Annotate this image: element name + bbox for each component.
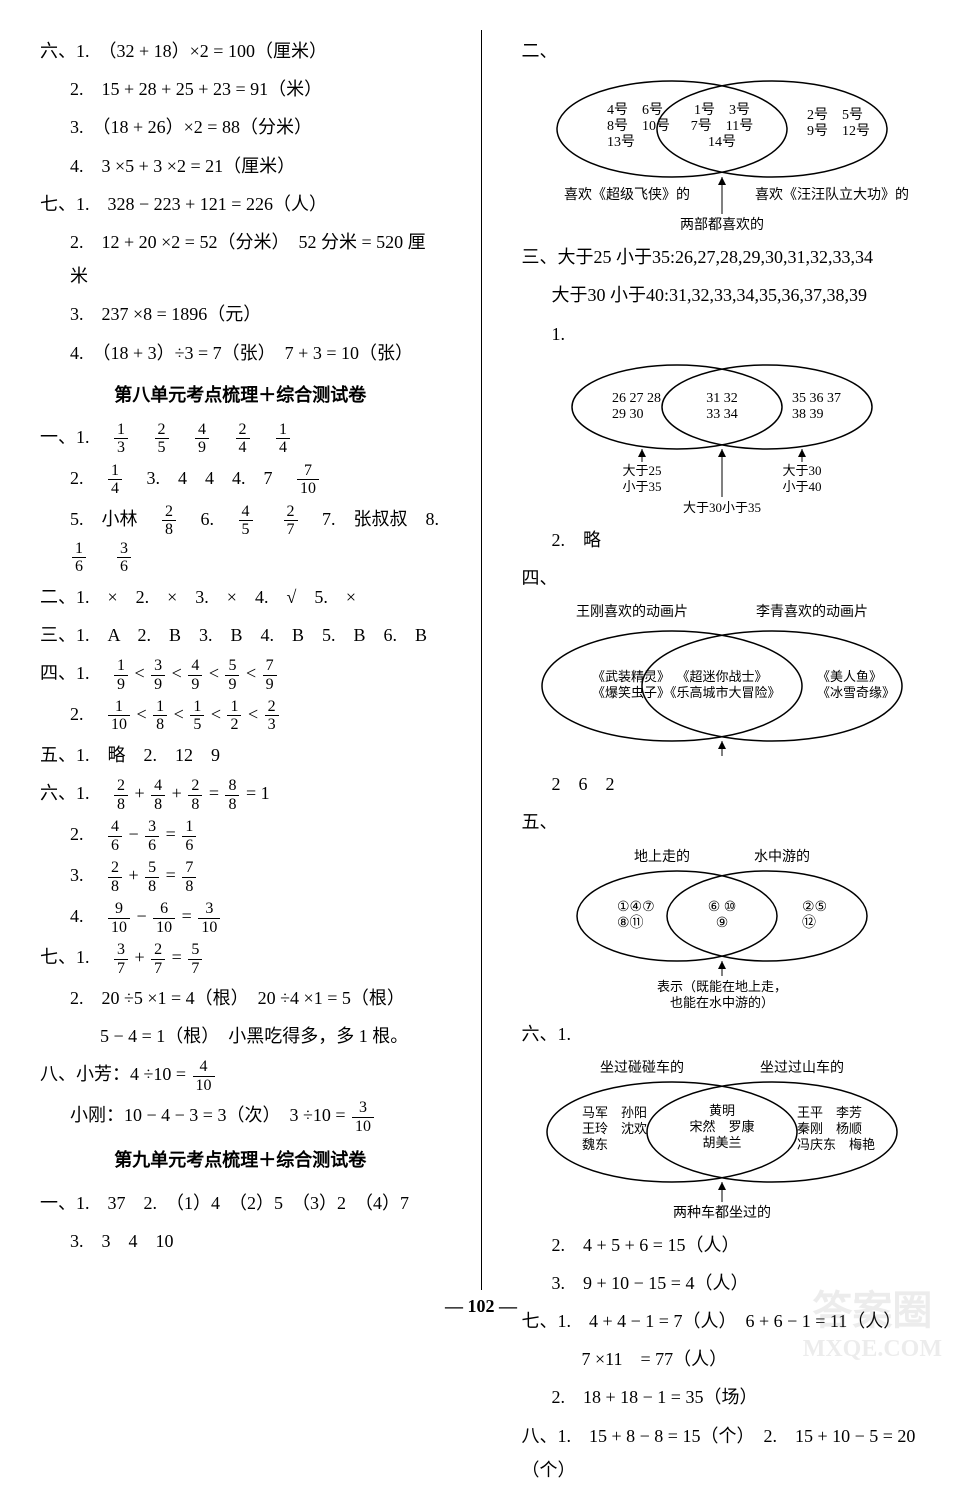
svg-text:两种车都坐过的: 两种车都坐过的 <box>673 1204 771 1221</box>
svg-text:《武装精灵》《爆笑虫子》: 《武装精灵》《爆笑虫子》 <box>592 669 670 700</box>
three8: 三、1. A 2. B 3. B 4. B 5. B 6. B <box>40 618 441 652</box>
six-2: 2. 15 + 28 + 25 + 23 = 91（米） <box>40 72 441 106</box>
six-1: 六、1. （32 + 18）×2 = 100（厘米） <box>40 34 441 68</box>
six8-2: 2. 46 − 36 = 16 <box>40 817 441 854</box>
seven-4: 4. （18 + 3）÷3 = 7（张） 7 + 3 = 10（张） <box>40 336 441 370</box>
eight8-1: 八、小芳：4 ÷10 = 410 <box>40 1057 441 1094</box>
five8: 五、1. 略 2. 12 9 <box>40 738 441 772</box>
two-label: 二、 <box>522 34 923 68</box>
one8-row2: 2. 14 3. 4 4 4. 7 710 <box>40 461 441 498</box>
four-label: 四、 <box>522 561 923 595</box>
svg-text:李青喜欢的动画片: 李青喜欢的动画片 <box>756 604 868 620</box>
six-4: 4. 3 ×5 + 3 ×2 = 21（厘米） <box>40 149 441 183</box>
svg-text:4号 6号8号 10号13号: 4号 6号8号 10号13号 <box>607 103 670 150</box>
seven-3: 3. 237 ×8 = 1896（元） <box>40 297 441 331</box>
svg-text:地上走的: 地上走的 <box>634 849 690 865</box>
one9-1: 一、1. 37 2. （1）4 （2）5 （3）2 （4）7 <box>40 1186 441 1220</box>
svg-text:王刚喜欢的动画片: 王刚喜欢的动画片 <box>576 604 688 620</box>
six8-3: 3. 28 + 58 = 78 <box>40 858 441 895</box>
svg-text:王平 李芳秦刚 杨顺冯庆东 梅艳: 王平 李芳秦刚 杨顺冯庆东 梅艳 <box>797 1105 875 1152</box>
svg-text:31 3233 34: 31 3233 34 <box>706 391 738 422</box>
venn-diagram-5: 坐过碰碰车的 坐过过山车的 马军 孙阳王玲 沈欢魏东 黄明宋然 罗康胡美兰 王平… <box>522 1057 922 1222</box>
svg-text:大于30小于40: 大于30小于40 <box>782 463 821 494</box>
svg-text:②⑤⑫: ②⑤⑫ <box>802 900 827 931</box>
four8-2: 2. 110 < 18 < 15 < 12 < 23 <box>40 697 441 734</box>
six-label-r: 六、1. <box>522 1017 923 1051</box>
three-label: 三、大于25 小于35:26,27,28,29,30,31,32,33,34 <box>522 240 923 274</box>
eight-label-r: 八、1. 15 + 8 − 8 = 15（个） 2. 15 + 10 − 5 =… <box>522 1419 923 1487</box>
venn-diagram-3: 王刚喜欢的动画片 李青喜欢的动画片 《武装精灵》《爆笑虫子》 《超迷你战士》《乐… <box>522 601 922 761</box>
svg-text:大于30小于35: 大于30小于35 <box>683 500 761 515</box>
svg-text:《超迷你战士》《乐高城市大冒险》: 《超迷你战士》《乐高城市大冒险》 <box>663 669 780 700</box>
seven-line3-r: 2. 18 + 18 − 1 = 35（场） <box>522 1380 923 1414</box>
venn-diagram-4: 地上走的 水中游的 ①④⑦⑧⑪ ⑥ ⑩⑨ ②⑤⑫ 表示（既能在地上走，也能在水中… <box>542 846 902 1011</box>
seven8-1: 七、1. 37 + 27 = 57 <box>40 940 441 977</box>
title-unit9: 第九单元考点梳理＋综合测试卷 <box>40 1143 441 1177</box>
svg-text:⑥ ⑩⑨: ⑥ ⑩⑨ <box>707 900 736 931</box>
one8-row5: 5. 小林 28 6. 45 27 7. 张叔叔 8. 16 36 <box>40 502 441 576</box>
three-sub1: 1. <box>522 317 923 351</box>
three-sub2: 2. 略 <box>522 523 923 557</box>
four-line2: 2 6 2 <box>522 767 923 801</box>
svg-text:马军 孙阳王玲 沈欢魏东: 马军 孙阳王玲 沈欢魏东 <box>582 1105 647 1152</box>
svg-text:2号 5号9号 12号: 2号 5号9号 12号 <box>807 108 870 139</box>
six8-4: 4. 910 − 610 = 310 <box>40 899 441 936</box>
column-divider <box>481 30 482 1290</box>
six8-1: 六、1. 28 + 48 + 28 = 88 = 1 <box>40 776 441 813</box>
svg-text:黄明宋然 罗康胡美兰: 黄明宋然 罗康胡美兰 <box>689 1103 754 1150</box>
svg-text:喜欢《汪汪队立大功》的: 喜欢《汪汪队立大功》的 <box>755 187 909 203</box>
title-unit8: 第八单元考点梳理＋综合测试卷 <box>40 378 441 412</box>
svg-text:水中游的: 水中游的 <box>754 849 810 865</box>
seven8-2: 2. 20 ÷5 ×1 = 4（根） 20 ÷4 ×1 = 5（根） <box>40 981 441 1015</box>
left-column: 六、1. （32 + 18）×2 = 100（厘米） 2. 15 + 28 + … <box>40 30 451 1290</box>
venn-diagram-2: 26 27 2829 30 31 3233 34 35 36 3738 39 大… <box>542 357 902 517</box>
four8-1: 四、1. 19 < 39 < 49 < 59 < 79 <box>40 656 441 693</box>
six-3: 3. （18 + 26）×2 = 88（分米） <box>40 110 441 144</box>
eight8-2: 小刚：10 − 4 − 3 = 3（次） 3 ÷10 = 310 <box>40 1098 441 1135</box>
svg-text:①④⑦⑧⑪: ①④⑦⑧⑪ <box>617 900 655 931</box>
svg-text:坐过过山车的: 坐过过山车的 <box>760 1059 844 1076</box>
svg-text:表示（既能在地上走，也能在水中游的）: 表示（既能在地上走，也能在水中游的） <box>657 979 787 1010</box>
svg-text:26 27 2829 30: 26 27 2829 30 <box>612 391 661 422</box>
svg-text:坐过碰碰车的: 坐过碰碰车的 <box>600 1059 684 1076</box>
svg-text:35 36 3738 39: 35 36 3738 39 <box>792 391 841 422</box>
seven8-3: 5 − 4 = 1（根） 小黑吃得多，多 1 根。 <box>40 1019 441 1053</box>
six-line2-r: 2. 4 + 5 + 6 = 15（人） <box>522 1228 923 1262</box>
five-label: 五、 <box>522 805 923 839</box>
venn-diagram-1: 4号 6号8号 10号13号 1号 3号7号 11号14号 2号 5号9号 12… <box>532 74 912 234</box>
watermark: 答案圈 MXQE.COM <box>803 1278 942 1363</box>
svg-text:《美人鱼》《冰雪奇缘》: 《美人鱼》《冰雪奇缘》 <box>817 669 895 700</box>
seven-1: 七、1. 328 − 223 + 121 = 226（人） <box>40 187 441 221</box>
three-line2: 大于30 小于40:31,32,33,34,35,36,37,38,39 <box>522 278 923 312</box>
two8: 二、1. × 2. × 3. × 4. √ 5. × <box>40 580 441 614</box>
seven-2: 2. 12 + 20 ×2 = 52（分米） 52 分米 = 520 厘米 <box>40 225 441 293</box>
one9-2: 3. 3 4 10 <box>40 1224 441 1258</box>
one8-row1: 一、1. 13 25 49 24 14 <box>40 420 441 457</box>
svg-text:两部都喜欢的: 两部都喜欢的 <box>680 217 764 233</box>
right-column: 二、 4号 6号8号 10号13号 1号 3号7号 11号14号 2号 5号9号… <box>512 30 923 1290</box>
svg-text:大于25小于35: 大于25小于35 <box>622 463 661 494</box>
svg-text:1号 3号7号 11号14号: 1号 3号7号 11号14号 <box>691 103 753 150</box>
svg-text:喜欢《超级飞侠》的: 喜欢《超级飞侠》的 <box>564 187 690 203</box>
